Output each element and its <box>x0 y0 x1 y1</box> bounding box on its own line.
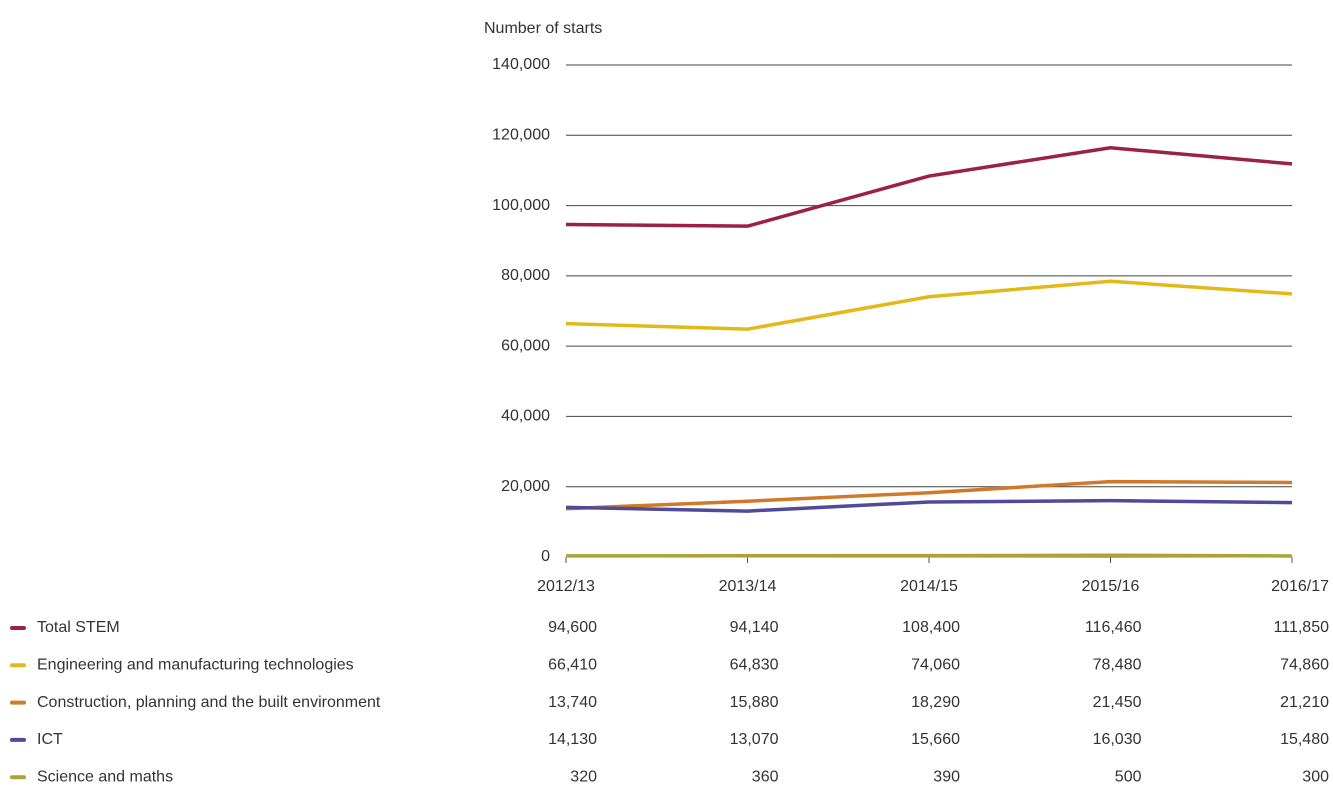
y-axis-title: Number of starts <box>484 20 602 37</box>
legend-label: Engineering and manufacturing technologi… <box>37 657 354 674</box>
table-value: 111,850 <box>1274 619 1330 636</box>
y-tick-label: 60,000 <box>501 337 550 354</box>
table-value: 74,860 <box>1280 657 1329 674</box>
table-value: 13,070 <box>730 731 779 748</box>
table-value: 15,880 <box>730 694 779 711</box>
table-value: 500 <box>1115 768 1142 785</box>
table-value: 15,660 <box>911 731 960 748</box>
series-line <box>565 479 1293 511</box>
y-tick-label: 20,000 <box>501 478 550 495</box>
table-value: 66,410 <box>548 657 597 674</box>
x-tick-label: 2014/15 <box>900 578 958 595</box>
table-value: 108,400 <box>902 619 960 636</box>
y-tick-label: 100,000 <box>492 197 550 214</box>
table-value: 78,480 <box>1093 657 1142 674</box>
table-value: 94,600 <box>548 619 597 636</box>
table-value: 16,030 <box>1093 731 1142 748</box>
y-tick-label: 120,000 <box>492 127 550 144</box>
y-tick-label: 140,000 <box>492 56 550 73</box>
table-value: 390 <box>933 768 960 785</box>
x-tick-label: 2015/16 <box>1082 578 1140 595</box>
table-value: 116,460 <box>1085 619 1142 636</box>
table-value: 14,130 <box>548 731 597 748</box>
table-value: 21,210 <box>1280 694 1329 711</box>
series-line <box>565 553 1293 558</box>
y-tick-label: 80,000 <box>501 267 550 284</box>
series-line <box>565 145 1293 228</box>
table-value: 21,450 <box>1093 694 1142 711</box>
table-value: 360 <box>752 768 779 785</box>
legend-label: Construction, planning and the built env… <box>37 694 381 711</box>
y-tick-label: 0 <box>541 548 550 565</box>
series-line <box>565 279 1293 331</box>
x-tick-label: 2013/14 <box>719 578 777 595</box>
y-tick-label: 40,000 <box>501 408 550 425</box>
legend-label: Science and maths <box>37 768 173 785</box>
legend-label: Total STEM <box>37 619 120 636</box>
table-value: 74,060 <box>911 657 960 674</box>
x-tick-label: 2012/13 <box>537 578 595 595</box>
x-tick-label: 2016/17 <box>1271 578 1329 595</box>
table-value: 64,830 <box>730 657 779 674</box>
table-value: 15,480 <box>1280 731 1329 748</box>
series-line <box>565 498 1293 513</box>
table-value: 13,740 <box>548 694 597 711</box>
table-value: 18,290 <box>911 694 960 711</box>
table-value: 94,140 <box>730 619 779 636</box>
table-value: 320 <box>570 768 597 785</box>
table-value: 300 <box>1302 768 1329 785</box>
legend-label: ICT <box>37 731 63 748</box>
